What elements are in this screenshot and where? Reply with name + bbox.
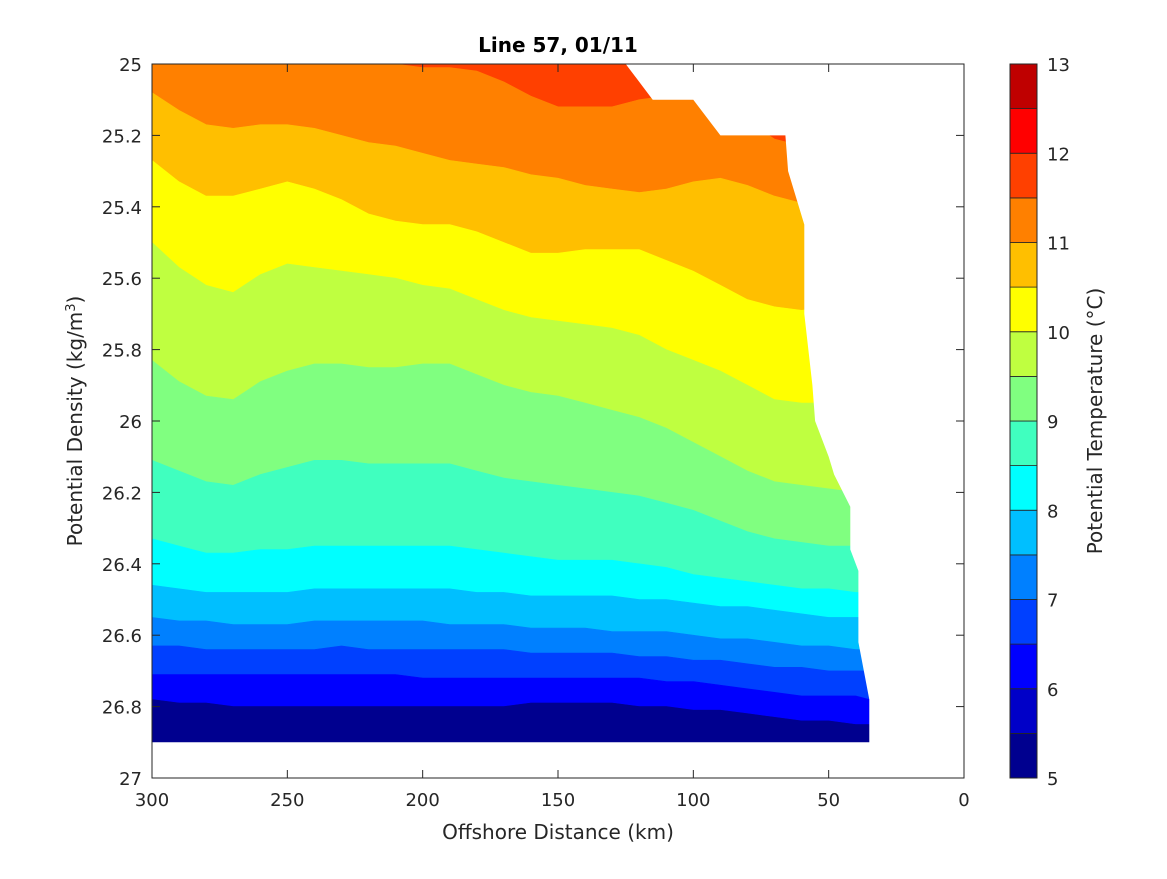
colorbar-segment (1009, 420, 1038, 466)
colorbar-box (1009, 63, 1038, 779)
colorbar-tick-label: 10 (1047, 323, 1070, 344)
colorbar-tick-label: 11 (1047, 234, 1070, 255)
colorbar-segment (1009, 688, 1038, 734)
y-tick-label: 25.4 (102, 198, 142, 219)
colorbar-segment (1009, 242, 1038, 288)
y-tick-label: 26.4 (102, 555, 142, 576)
y-axis-label-main: Potential Density (kg/m (63, 312, 87, 547)
colorbar-tick-label: 5 (1047, 769, 1058, 790)
colorbar-tick-label: 13 (1047, 55, 1070, 76)
colorbar-segment (1009, 286, 1038, 333)
y-tick-label: 26.8 (102, 698, 142, 719)
colorbar-segment (1009, 509, 1038, 556)
y-axis: 25 25.2 25.4 25.6 25.8 26 26.2 26.4 26.6 26.8 27 (102, 55, 964, 790)
y-axis-label: Potential Density (kg/m3) (63, 296, 87, 547)
x-tick-label: 200 (405, 790, 439, 811)
colorbar-tick-label: 8 (1047, 501, 1058, 522)
y-axis-label-close: ) (63, 296, 87, 304)
colorbar-segment (1009, 331, 1038, 377)
colorbar-segment (1009, 152, 1038, 199)
colorbar-label: Potential Temperature (°C) (1083, 288, 1107, 555)
y-tick-label: 25.6 (102, 269, 142, 290)
y-tick-label: 25 (119, 55, 142, 76)
x-tick-label: 300 (135, 790, 169, 811)
colorbar-segment (1009, 554, 1038, 600)
no-data-region (152, 64, 964, 778)
y-axis-label-superscript: 3 (64, 303, 79, 311)
x-tick-label: 100 (676, 790, 710, 811)
y-tick-label: 27 (119, 769, 142, 790)
colorbar-segment (1009, 733, 1038, 779)
colorbar-tick-label: 6 (1047, 680, 1058, 701)
colorbar-segment (1009, 197, 1038, 243)
x-axis: 300 250 200 150 100 50 0 (135, 64, 970, 811)
colorbar-segment (1009, 63, 1038, 109)
colorbar-segment (1009, 643, 1038, 690)
colorbar-axis: 5 6 7 8 9 10 11 12 13 (1047, 55, 1070, 790)
colorbar-segment (1009, 108, 1038, 154)
y-tick-label: 26.2 (102, 483, 142, 504)
colorbar-segment (1009, 599, 1038, 645)
y-tick-label: 26.6 (102, 626, 142, 647)
x-tick-label: 150 (541, 790, 575, 811)
x-tick-label: 0 (958, 790, 969, 811)
colorbar-segment (1009, 375, 1038, 422)
colorbar-tick-label: 12 (1047, 144, 1070, 165)
x-tick-label: 250 (270, 790, 304, 811)
colorbar-segment (1009, 465, 1038, 511)
y-tick-label: 25.2 (102, 126, 142, 147)
chart-title: Line 57, 01/11 (478, 33, 638, 57)
colorbar-tick-label: 9 (1047, 412, 1058, 433)
x-axis-label: Offshore Distance (km) (442, 820, 674, 844)
contour-fill-layer (152, 64, 964, 778)
y-tick-label: 26 (119, 412, 142, 433)
colorbar-tick-label: 7 (1047, 591, 1058, 612)
x-tick-label: 50 (817, 790, 840, 811)
colorbar (1009, 63, 1038, 779)
y-tick-label: 25.8 (102, 341, 142, 362)
